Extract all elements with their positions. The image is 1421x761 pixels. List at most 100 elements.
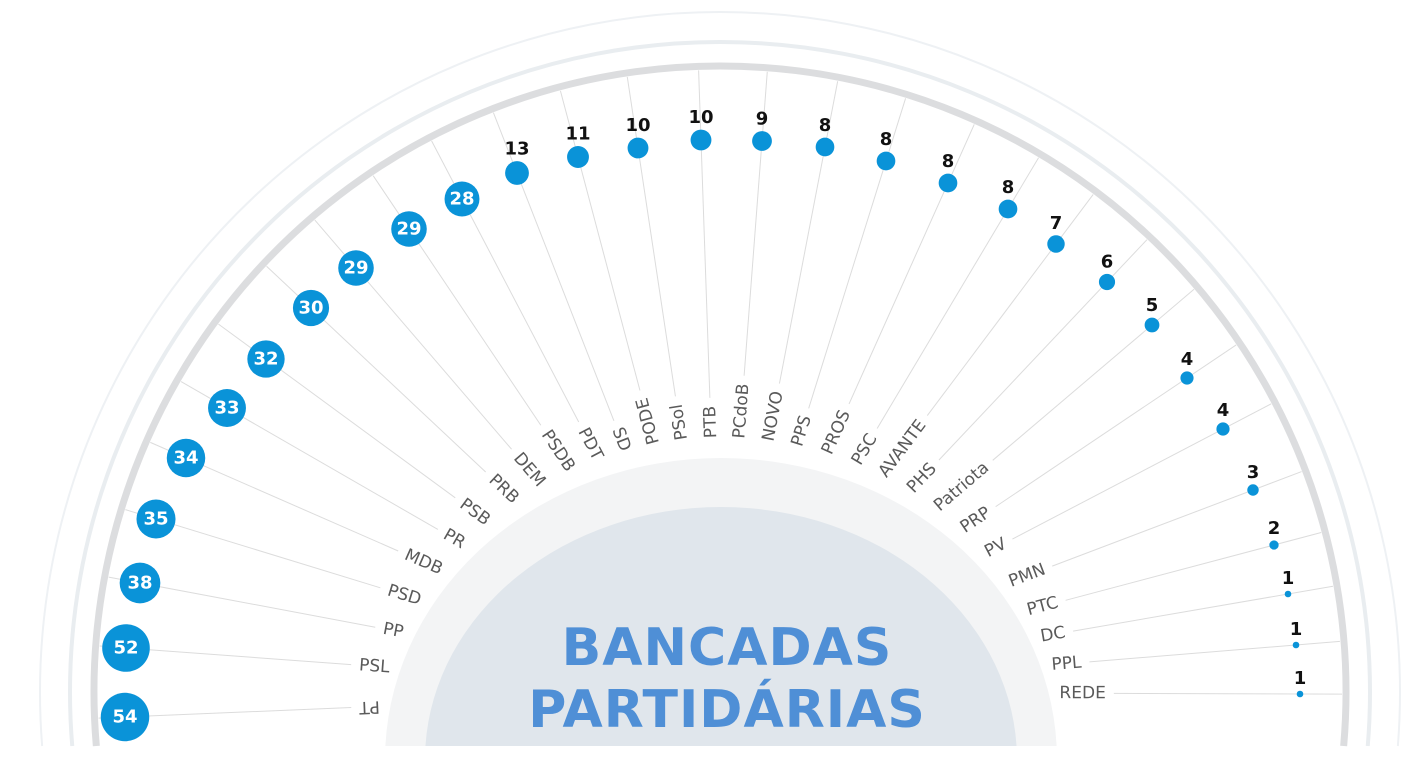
- party-seat-count: 1: [1294, 668, 1307, 689]
- chart-title-line-2: PARTIDÁRIAS: [528, 679, 926, 740]
- party-bubble: [627, 137, 649, 159]
- party-label: PCdoB: [729, 383, 753, 439]
- party-bubble: [1296, 690, 1304, 698]
- center-inner-shape: [425, 506, 1017, 746]
- party-leader-line: [1052, 471, 1302, 567]
- chart-title-line-1: BANCADAS: [562, 618, 893, 678]
- party-seat-count: 29: [396, 219, 421, 240]
- party-label: PSB: [456, 494, 494, 529]
- party-bubble: [444, 181, 480, 217]
- party-bubble: [815, 137, 835, 157]
- party-leader-line: [848, 124, 975, 405]
- party-bubble: [1284, 590, 1292, 598]
- party-bubble: [1247, 484, 1259, 496]
- outer-arc: [39, 10, 1401, 747]
- party-bubble: [1047, 235, 1065, 253]
- party-leader-line: [876, 157, 1039, 429]
- party-label: PDT: [574, 424, 608, 464]
- party-label: DC: [1039, 623, 1067, 647]
- party-label: PSL: [358, 655, 390, 677]
- party-label: PSD: [385, 581, 424, 610]
- party-leader-line: [995, 344, 1237, 508]
- party-bubble: [208, 389, 246, 427]
- party-label: PSDB: [537, 426, 579, 475]
- party-seat-count: 35: [143, 509, 168, 530]
- party-seat-count: 1: [1290, 619, 1303, 640]
- party-label: PTB: [700, 405, 721, 438]
- party-bubble: [292, 289, 330, 327]
- party-seat-count: 6: [1101, 251, 1114, 272]
- party-seat-count: 1: [1282, 568, 1295, 589]
- party-seat-count: 33: [214, 398, 239, 419]
- party-seat-count: 29: [343, 258, 368, 279]
- party-leader-line: [808, 98, 907, 409]
- party-seat-count: 2: [1268, 518, 1281, 539]
- party-bubble: [1269, 540, 1279, 550]
- party-bubble: [247, 340, 285, 378]
- party-seat-count: 34: [173, 448, 198, 469]
- party-label: PTC: [1025, 593, 1061, 620]
- party-leader-line: [698, 70, 711, 398]
- party-bubble: [166, 438, 206, 478]
- party-leader-line: [314, 219, 512, 450]
- party-seat-count: 5: [1146, 295, 1159, 316]
- party-seat-count: 13: [504, 139, 529, 160]
- party-label: PHS: [903, 459, 941, 497]
- party-seat-count: 8: [1002, 177, 1015, 198]
- party-seat-count: 10: [625, 115, 650, 136]
- party-seat-count: 8: [942, 151, 955, 172]
- party-seat-count: 4: [1181, 349, 1194, 370]
- party-bubble: [100, 692, 150, 742]
- party-label: PSC: [848, 430, 882, 469]
- party-leader-line: [743, 71, 768, 376]
- party-leader-line: [926, 194, 1094, 416]
- party-label: PP: [381, 619, 405, 642]
- party-label: PR: [440, 525, 469, 553]
- party-bubble: [1292, 641, 1300, 649]
- party-bubble: [876, 151, 896, 171]
- middle-arc: [68, 39, 1372, 747]
- party-label: PSol: [667, 403, 692, 442]
- party-bubble: [752, 131, 772, 151]
- party-seat-count: 11: [565, 124, 590, 145]
- party-bubble: [567, 146, 589, 168]
- party-seat-count: 52: [113, 638, 138, 659]
- party-bubble: [136, 499, 176, 539]
- party-leader-line: [1113, 692, 1342, 695]
- party-seat-count: 7: [1050, 213, 1063, 234]
- party-seat-count: 4: [1217, 400, 1230, 421]
- party-bubble: [1216, 422, 1230, 436]
- inner-arc: [90, 62, 1350, 747]
- party-bubble: [338, 250, 374, 286]
- party-leader-line: [431, 140, 580, 423]
- party-leader-line: [626, 76, 676, 397]
- party-bubble: [998, 199, 1018, 219]
- party-bubble: [1098, 273, 1116, 291]
- party-leader-line: [778, 81, 839, 384]
- party-label: PRP: [957, 503, 995, 538]
- party-label: MDB: [402, 545, 446, 579]
- party-label: PROS: [818, 407, 855, 457]
- party-seat-count: 8: [880, 129, 893, 150]
- party-leader-line: [992, 288, 1195, 461]
- party-label: PPL: [1051, 652, 1083, 674]
- party-leader-line: [1089, 640, 1340, 663]
- party-seat-count: 32: [253, 349, 278, 370]
- party-bubble: [690, 129, 712, 151]
- party-label: PODE: [632, 396, 664, 447]
- party-bubble: [119, 562, 161, 604]
- party-bubble: [102, 624, 150, 672]
- party-seat-count: 8: [819, 115, 832, 136]
- party-bubble: [1180, 371, 1194, 385]
- party-leader-line: [1065, 531, 1322, 601]
- party-seat-count: 30: [298, 298, 323, 319]
- party-label: REDE: [1059, 683, 1105, 703]
- party-seat-count: 3: [1247, 462, 1260, 483]
- party-seat-count: 38: [127, 573, 152, 594]
- party-bubble: [391, 211, 427, 247]
- party-label: PRB: [485, 470, 523, 508]
- party-leader-line: [559, 90, 641, 391]
- party-seat-count: 28: [449, 189, 474, 210]
- party-bubble: [938, 173, 958, 193]
